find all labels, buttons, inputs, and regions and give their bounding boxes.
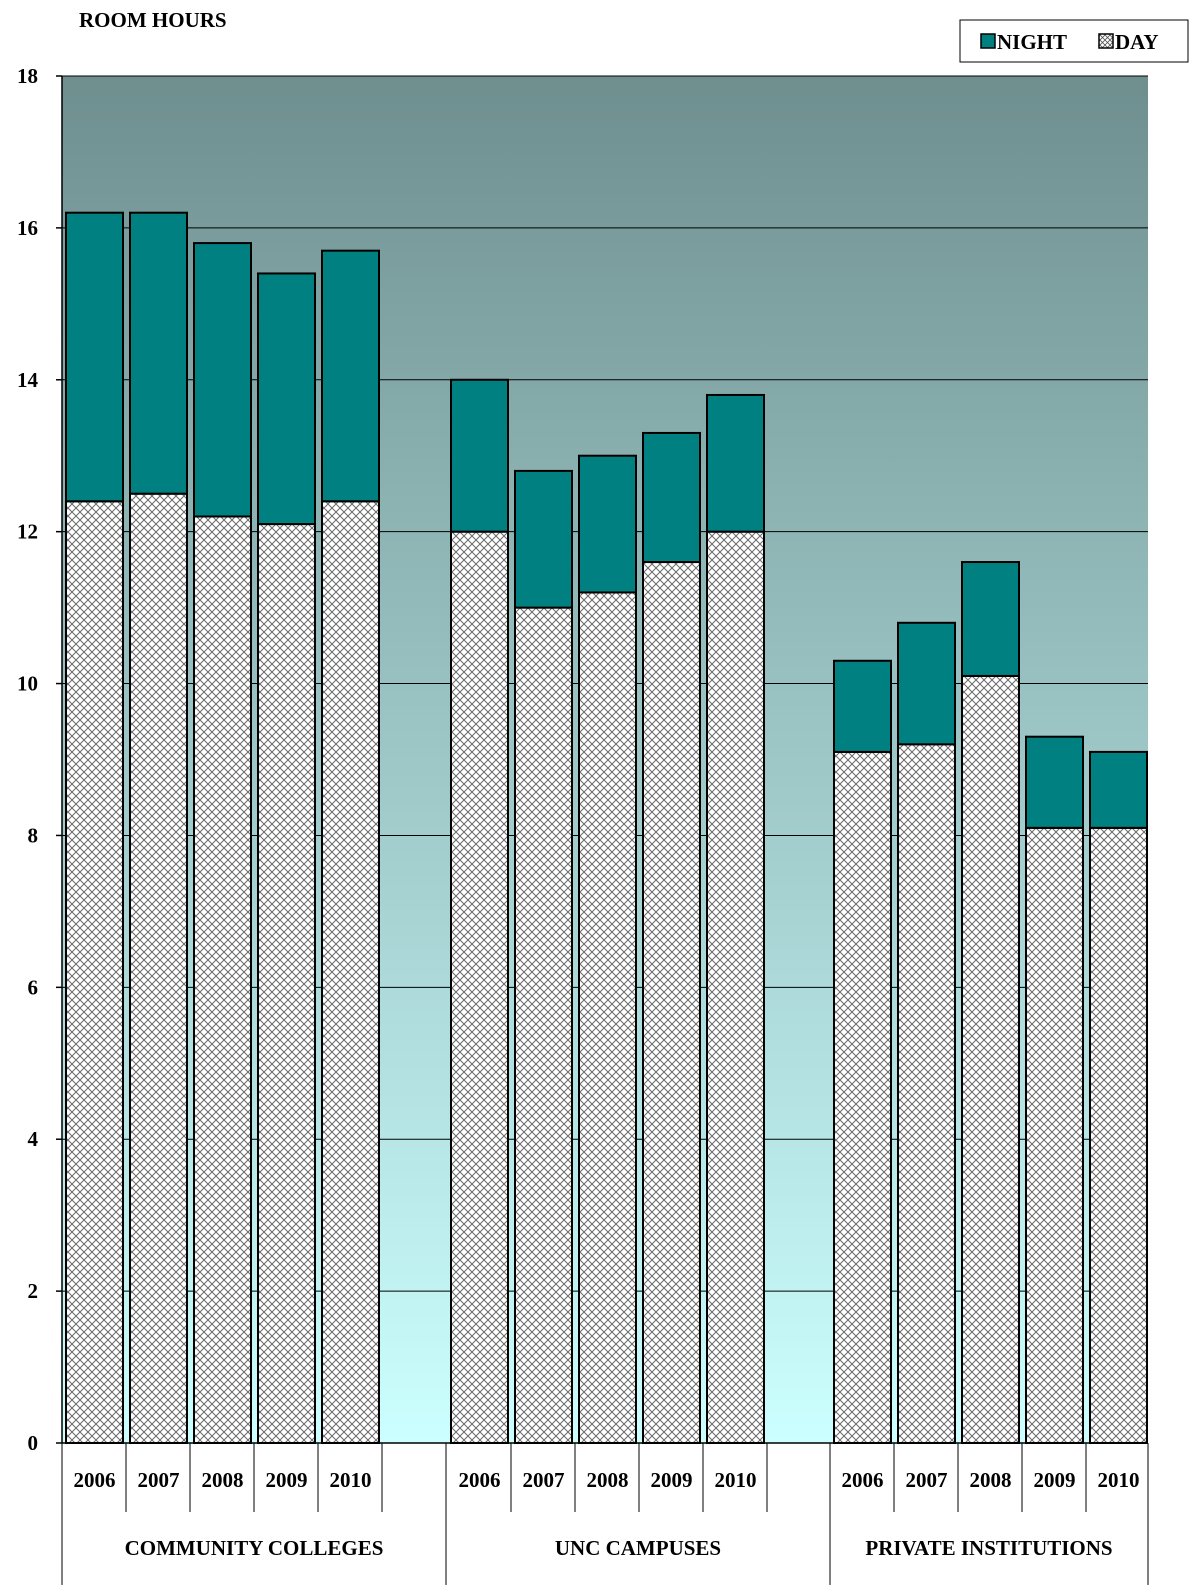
x-tick-label: 2007	[906, 1468, 948, 1492]
y-tick-label: 12	[17, 520, 38, 544]
x-tick-label: 2006	[74, 1468, 116, 1492]
bar-day-segment	[1025, 826, 1084, 1444]
legend-day-swatch	[1098, 33, 1114, 49]
x-group-label: PRIVATE INSTITUTIONS	[865, 1536, 1112, 1560]
y-axis-title: ROOM HOURS	[79, 8, 227, 32]
y-tick-label: 10	[17, 672, 38, 696]
bar-night-segment	[706, 393, 765, 533]
bar-day-segment	[450, 530, 509, 1444]
bar-day-segment	[129, 492, 188, 1444]
bar-day-segment	[1089, 826, 1148, 1444]
y-tick-label: 0	[28, 1431, 39, 1455]
bar-night-segment	[514, 469, 573, 609]
bar-night-segment	[1025, 735, 1084, 829]
bar-night-segment	[65, 211, 124, 503]
x-tick-label: 2008	[587, 1468, 629, 1492]
bar-day-segment	[514, 606, 573, 1444]
bar-day-segment	[833, 750, 892, 1444]
x-tick-label: 2010	[1098, 1468, 1140, 1492]
bar-night-segment	[129, 211, 188, 495]
bar-day-segment	[706, 530, 765, 1444]
bar-night-segment	[321, 249, 380, 503]
x-group-label: UNC CAMPUSES	[555, 1536, 721, 1560]
legend-night-swatch	[980, 33, 996, 49]
bar-day-segment	[578, 591, 637, 1444]
bar-day-segment	[65, 500, 124, 1444]
x-tick-label: 2007	[138, 1468, 180, 1492]
legend: NIGHT DAY	[959, 19, 1189, 63]
bar-day-segment	[642, 561, 701, 1444]
y-axis-ticks: 0 2 4 6 8 10 12 14 16 18	[17, 64, 62, 1455]
bar-night-segment	[450, 378, 509, 533]
bar-night-segment	[897, 621, 956, 746]
bar-day-segment	[321, 500, 380, 1444]
x-tick-label: 2007	[523, 1468, 565, 1492]
x-tick-label: 2009	[1034, 1468, 1076, 1492]
x-axis: 2006 2007 2008 2009 2010 2006 2007 2008 2009 2010…	[61, 1442, 1149, 1585]
x-tick-label: 2009	[266, 1468, 308, 1492]
y-tick-label: 4	[28, 1127, 39, 1151]
bar-night-segment	[961, 561, 1020, 677]
legend-night-label: NIGHT	[997, 30, 1067, 54]
x-tick-label: 2009	[651, 1468, 693, 1492]
y-tick-label: 14	[17, 368, 39, 392]
x-tick-label: 2008	[970, 1468, 1012, 1492]
x-tick-label: 2006	[842, 1468, 884, 1492]
bar-night-segment	[193, 242, 252, 518]
y-tick-label: 16	[17, 216, 38, 240]
y-tick-label: 18	[17, 64, 38, 88]
x-tick-label: 2010	[715, 1468, 757, 1492]
legend-box	[959, 19, 1189, 63]
y-tick-label: 8	[28, 823, 39, 847]
bar-night-segment	[257, 272, 316, 526]
bars	[65, 211, 1148, 1444]
legend-day-label: DAY	[1115, 30, 1159, 54]
x-group-label: COMMUNITY COLLEGES	[125, 1536, 384, 1560]
bar-night-segment	[642, 431, 701, 564]
x-tick-label: 2006	[459, 1468, 501, 1492]
bar-day-segment	[193, 515, 252, 1444]
bar-day-segment	[257, 523, 316, 1444]
y-tick-label: 6	[28, 975, 39, 999]
bar-day-segment	[897, 743, 956, 1444]
bar-night-segment	[833, 659, 892, 753]
x-tick-label: 2008	[202, 1468, 244, 1492]
bar-night-segment	[1089, 750, 1148, 829]
y-tick-label: 2	[28, 1279, 39, 1303]
x-tick-label: 2010	[330, 1468, 372, 1492]
bar-day-segment	[961, 674, 1020, 1444]
bar-night-segment	[578, 454, 637, 594]
